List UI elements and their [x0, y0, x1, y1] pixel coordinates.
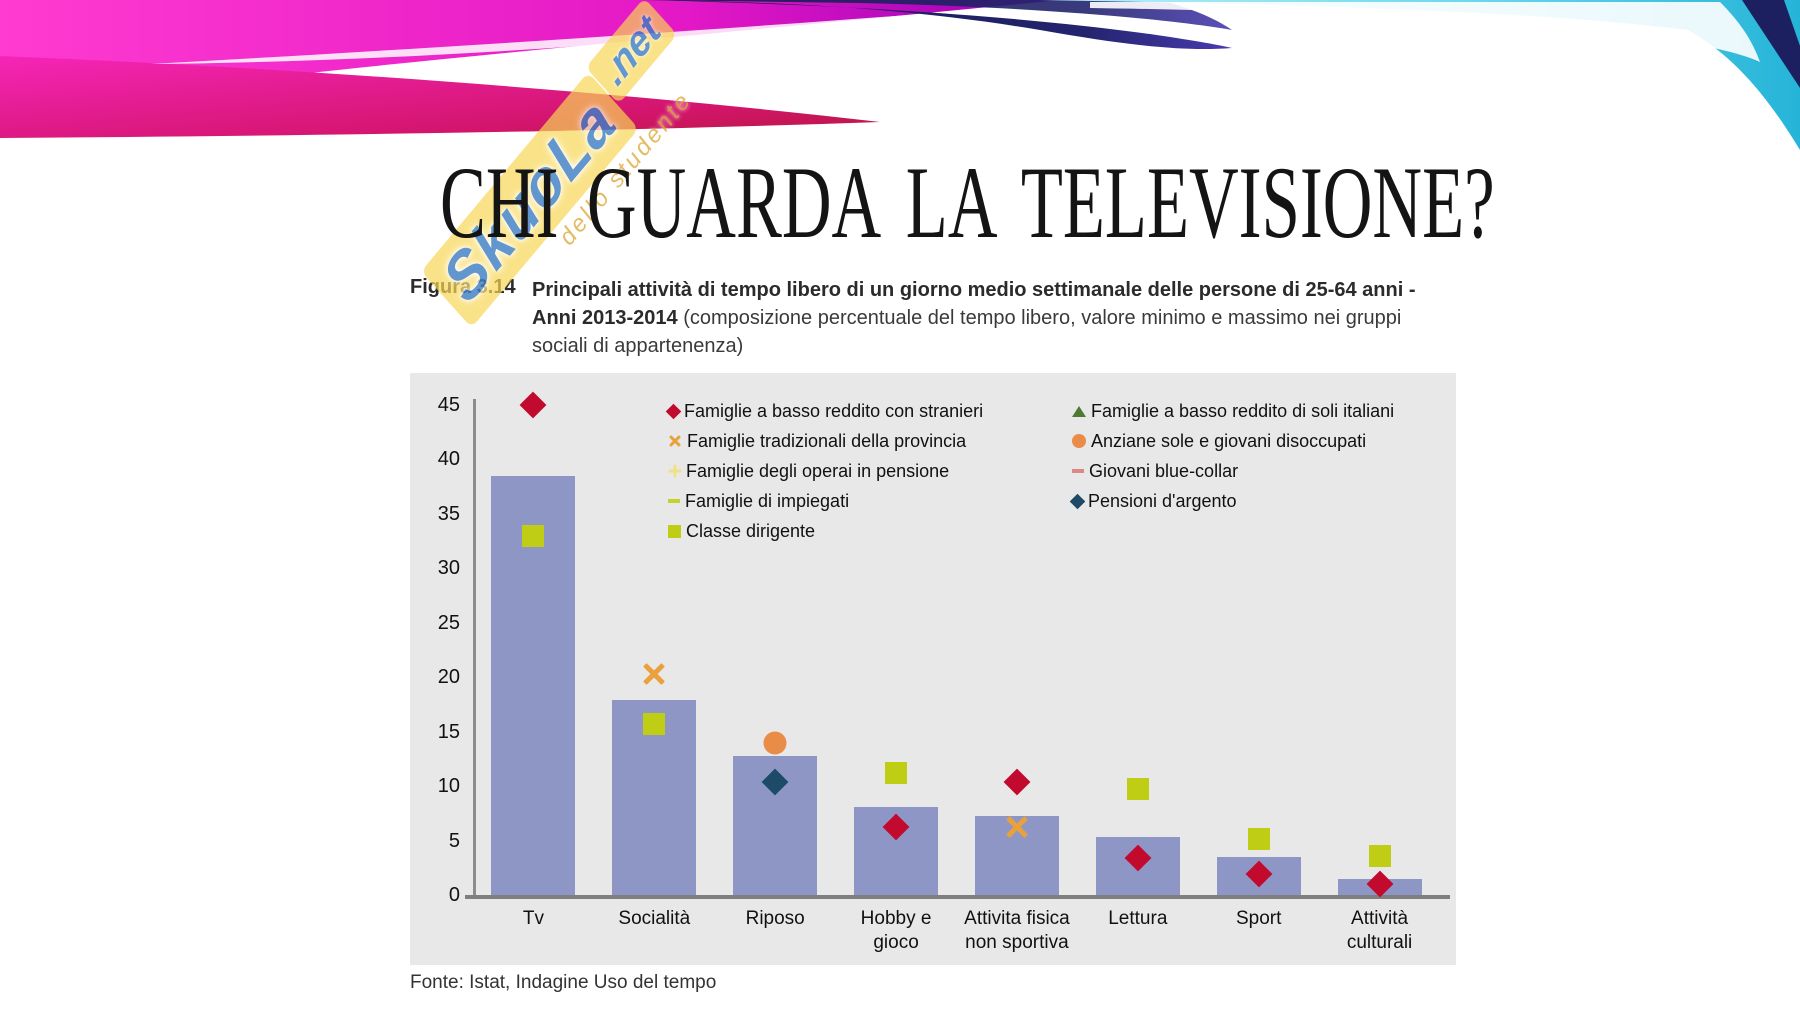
legend-marker-diamond: [665, 403, 682, 419]
figure-caption-normal: (composizione percentuale del tempo libe…: [532, 307, 1402, 357]
chart-marker-square: [643, 713, 666, 736]
chart-marker-diamond: [520, 391, 547, 419]
legend-item-label: Anziane sole e giovani disoccupati: [1091, 430, 1367, 451]
legend-item: Pensioni d'argento: [1069, 490, 1237, 512]
legend-marker-triangle: [1072, 405, 1086, 417]
chart-marker-diamond: [1003, 768, 1031, 796]
legend-item: Anziane sole e giovani disoccupati: [1072, 430, 1366, 452]
legend-marker-diamond: [1069, 493, 1086, 509]
legend-item-label: Famiglie degli operai in pensione: [686, 460, 950, 481]
chart-marker-square: [1126, 778, 1149, 801]
x-axis-label: Sport: [1235, 908, 1282, 929]
y-axis-tick: 25: [437, 611, 460, 634]
legend-marker-dash: [668, 499, 680, 503]
y-axis-tick: 15: [437, 720, 460, 743]
legend-item-label: Famiglie di impiegati: [685, 490, 850, 511]
legend-item: Famiglie a basso reddito con stranieri: [665, 400, 984, 422]
legend-marker-x: [668, 434, 682, 448]
legend-item: Classe dirigente: [668, 520, 815, 542]
x-axis-label: Tv: [522, 908, 544, 929]
chart-marker-x: [1004, 814, 1030, 840]
y-axis-tick: 45: [437, 394, 460, 416]
x-axis-label: Lettura: [1108, 908, 1168, 929]
legend-marker-square: [668, 524, 681, 538]
y-axis-tick: 20: [437, 666, 460, 689]
y-axis-tick: 30: [437, 557, 460, 580]
x-axis-label: Hobby e gioco: [860, 908, 932, 953]
figure-number-label: Figura 3.14: [410, 276, 516, 298]
chart-marker-square: [522, 524, 545, 547]
y-axis-tick: 5: [448, 829, 460, 852]
slide-title: CHI GUARDA LA TELEVISIONE?: [440, 144, 1495, 260]
y-axis-tick: 0: [448, 884, 460, 906]
x-axis-label: Riposo: [745, 908, 805, 929]
legend-marker-dash: [1072, 469, 1084, 473]
legend-item-label: Giovani blue-collar: [1089, 460, 1239, 481]
plot-area: 0 5 10 15 20 25 30 35 40 45 Tv Socialità Riposo Hobby…: [410, 373, 1456, 965]
x-axis-label: Attivita fisica non sportiva: [964, 908, 1070, 953]
chart-marker-square: [1368, 844, 1391, 867]
legend-item-label: Classe dirigente: [686, 520, 816, 541]
y-axis-tick: 35: [437, 502, 460, 525]
chart-panel: 0 5 10 15 20 25 30 35 40 45 Tv Socialità Riposo Hobby…: [410, 373, 1456, 965]
figure-caption: Figura 3.14 Principali attività di tempo…: [410, 276, 1450, 360]
legend-marker-plus: [668, 465, 681, 478]
legend-item: Famiglie degli operai in pensione: [668, 460, 949, 482]
legend-item: Giovani blue-collar: [1072, 460, 1238, 482]
chart-marker-square: [885, 762, 908, 785]
chart-marker-circle: [763, 731, 787, 755]
legend-item-label: Famiglie tradizionali della provincia: [687, 430, 967, 451]
chart-marker-square: [1247, 828, 1270, 851]
legend-item-label: Famiglie a basso reddito di soli italian…: [1091, 400, 1395, 421]
legend-item: Famiglie a basso reddito di soli italian…: [1072, 400, 1394, 422]
decorative-header-swoosh: [0, 0, 1800, 150]
legend-marker-circle: [1072, 434, 1086, 448]
legend-item-label: Famiglie a basso reddito con stranieri: [684, 400, 984, 421]
source-note: Fonte: Istat, Indagine Uso del tempo: [410, 972, 717, 993]
legend-item-label: Pensioni d'argento: [1088, 490, 1237, 511]
y-axis-line: [473, 399, 476, 899]
x-axis-line: [465, 895, 1450, 899]
legend-item: Famiglie di impiegati: [668, 490, 849, 512]
y-axis-tick: 10: [437, 775, 460, 798]
figure-caption-text: Principali attività di tempo libero di u…: [532, 276, 1437, 360]
x-axis-label: Attività culturali: [1346, 908, 1413, 953]
legend-item: Famiglie tradizionali della provincia: [668, 430, 966, 452]
x-axis-label: Socialità: [618, 908, 691, 929]
chart-marker-x: [641, 661, 667, 687]
y-axis-tick: 40: [437, 448, 460, 471]
